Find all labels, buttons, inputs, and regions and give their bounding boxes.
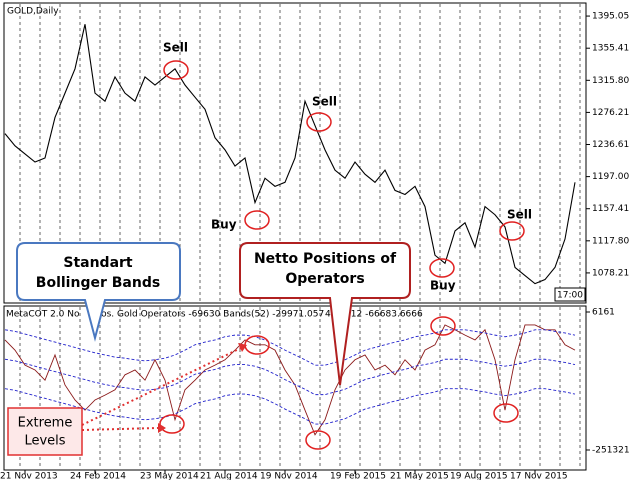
x-tick-label: 21 Aug 2014 (200, 472, 258, 480)
signal-ring (306, 112, 332, 132)
y-tick-label: 1395.05 (592, 12, 629, 22)
y-tick-label: 1117.80 (592, 236, 629, 246)
callout-bubble (16, 242, 181, 342)
data-line (4, 324, 576, 436)
y-tick-label: 6161 (592, 308, 615, 318)
time-box (554, 287, 586, 302)
x-tick-label: 19 Nov 2014 (260, 472, 318, 480)
y-tick-label: 1276.21 (592, 108, 629, 118)
y-tick-label: 1315.80 (592, 76, 629, 86)
level-ring (430, 316, 456, 336)
chart-title: GOLD,Daily (7, 7, 59, 17)
overlay: GOLD,Daily MetaCOT 2.0 No Pos. Gold Operat… (0, 7, 586, 480)
y-tick-label: 1355.41 (592, 44, 629, 54)
x-tick-label: 21 May 2015 (390, 472, 449, 480)
signal-ring (163, 60, 189, 80)
y-tick-label: 1236.61 (592, 140, 629, 150)
level-ring (493, 403, 519, 423)
signal-label: Sell (312, 95, 337, 109)
arrow-head (158, 423, 166, 433)
level-ring (159, 414, 185, 434)
callout-text: Standart (63, 255, 133, 271)
band-line (4, 388, 576, 425)
signal-label: Sell (507, 208, 532, 222)
time-label: 17:00 (557, 291, 583, 301)
x-tick-label: 23 May 2014 (140, 472, 199, 480)
callout-text: Bollinger Bands (36, 275, 160, 291)
callout-bubble (239, 242, 411, 386)
callout-text: Netto Positions of (254, 251, 397, 267)
arrow-head (238, 343, 247, 352)
callout-text: Extreme (18, 416, 73, 431)
y-tick-label: 1157.41 (592, 204, 629, 214)
y-tick-label: -251321 (592, 445, 630, 455)
callout-box (7, 407, 83, 456)
x-tick-label: 24 Feb 2014 (70, 472, 126, 480)
x-tick-label: 21 Nov 2013 (0, 472, 58, 480)
level-ring (305, 430, 331, 450)
band-line (4, 329, 576, 366)
signal-ring (244, 210, 270, 230)
callout-text: Operators (285, 271, 364, 287)
x-tick-label: 19 Feb 2015 (330, 472, 386, 480)
x-tick-label: 19 Aug 2015 (450, 472, 508, 480)
indicator-title: Pos. Gold Operators -69630 Bands(52) -29… (96, 310, 324, 320)
signal-label: Buy (211, 218, 237, 232)
signal-ring (429, 258, 455, 278)
callout-text: Levels (24, 434, 65, 449)
indicator-title: 41.5512 -66683.6666 (325, 310, 423, 320)
band-line (4, 358, 576, 396)
indicator-frame (3, 305, 587, 471)
signal-ring (499, 221, 525, 241)
data-line (4, 24, 576, 285)
signal-label: Sell (163, 41, 188, 55)
x-tick-label: 17 Nov 2015 (510, 472, 568, 480)
indicator-title: MetaCOT 2.0 No (6, 310, 80, 320)
y-tick-label: 1197.00 (592, 172, 629, 182)
price-frame (3, 2, 587, 304)
signal-label: Buy (430, 279, 456, 293)
plot (4, 24, 576, 436)
y-tick-label: 1078.21 (592, 268, 629, 278)
